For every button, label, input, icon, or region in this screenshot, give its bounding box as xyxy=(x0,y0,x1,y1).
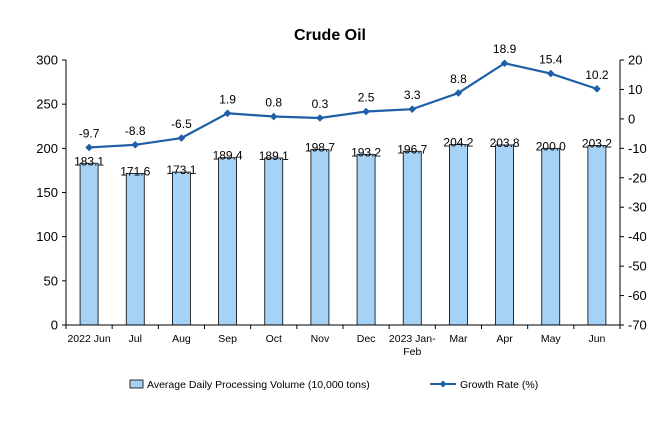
bar-7 xyxy=(402,150,422,326)
right-tick-label-2: -50 xyxy=(628,259,647,274)
right-tick-label-7: 0 xyxy=(628,111,635,126)
growth-rate-label-3: 1.9 xyxy=(219,92,236,106)
bar-label-6: 193.2 xyxy=(351,145,381,159)
left-tick-label-2: 100 xyxy=(36,229,58,244)
bar-label-7: 196.7 xyxy=(397,142,427,156)
growth-rate-label-2: -6.5 xyxy=(171,117,192,131)
bar-3 xyxy=(218,157,237,326)
bar-label-1: 171.6 xyxy=(120,164,150,178)
growth-rate-point-9 xyxy=(500,59,509,68)
right-tick-label-0: -70 xyxy=(628,318,647,333)
bar-series xyxy=(79,144,607,326)
bar-label-2: 173.1 xyxy=(166,163,196,177)
bar-10 xyxy=(541,147,561,326)
axes: 050100150200250300-70-60-50-40-30-20-100… xyxy=(36,53,647,359)
legend-swatch-bar xyxy=(129,379,144,389)
bar-4 xyxy=(264,157,284,326)
bar-9 xyxy=(495,144,514,326)
right-tick-label-5: -20 xyxy=(628,170,647,185)
x-tick-label-9: Apr xyxy=(496,333,513,345)
data-labels: -9.7 -8.8 -6.5 1.9 0.8 0.3 2.5 3.3 8.8 18.9 15.4 10… xyxy=(74,42,612,178)
bar-2 xyxy=(172,171,191,326)
right-tick-label-4: -30 xyxy=(628,200,647,215)
growth-rate-label-5: 0.3 xyxy=(312,97,329,111)
x-tick-label-7: 2023 Jan-Feb xyxy=(389,333,436,358)
growth-rate-label-4: 0.8 xyxy=(265,96,282,110)
growth-rate-point-1 xyxy=(131,141,140,149)
bar-label-9: 203.8 xyxy=(490,136,520,150)
growth-rate-label-6: 2.5 xyxy=(358,91,375,105)
bar-0 xyxy=(79,162,99,326)
left-tick-label-0: 0 xyxy=(51,318,58,333)
left-tick-label-4: 200 xyxy=(36,141,58,156)
line-series xyxy=(85,59,601,152)
growth-rate-line xyxy=(89,62,598,149)
bar-1 xyxy=(125,173,145,326)
legend-label-bar: Average Daily Processing Volume (10,000 … xyxy=(147,379,370,391)
x-tick-label-3: Sep xyxy=(218,333,237,345)
growth-rate-point-5 xyxy=(316,114,324,122)
growth-rate-point-4 xyxy=(269,112,278,121)
x-tick-label-0: 2022 Jun xyxy=(67,333,110,345)
growth-rate-label-8: 8.8 xyxy=(450,72,467,86)
growth-rate-label-9: 18.9 xyxy=(493,42,517,56)
bar-8 xyxy=(449,144,468,326)
x-tick-label-2: Aug xyxy=(172,333,191,345)
right-tick-label-1: -60 xyxy=(628,288,647,303)
x-tick-label-10: May xyxy=(541,333,562,345)
growth-rate-label-11: 10.2 xyxy=(585,68,609,82)
legend: Average Daily Processing Volume (10,000 … xyxy=(129,379,538,391)
growth-rate-label-1: -8.8 xyxy=(125,124,146,138)
bar-label-0: 183.1 xyxy=(74,154,104,168)
growth-rate-point-11 xyxy=(593,85,601,93)
legend-label-line: Growth Rate (%) xyxy=(460,379,538,391)
right-tick-label-3: -40 xyxy=(628,229,647,244)
growth-rate-point-10 xyxy=(546,69,555,78)
x-tick-label-6: Dec xyxy=(357,333,376,345)
bar-11 xyxy=(587,145,607,326)
x-tick-label-8: Mar xyxy=(449,333,468,345)
left-tick-label-6: 300 xyxy=(36,53,58,68)
growth-rate-label-0: -9.7 xyxy=(79,126,100,140)
bar-label-4: 189.1 xyxy=(259,149,289,163)
bar-label-11: 203.2 xyxy=(582,137,612,151)
x-tick-label-11: Jun xyxy=(588,333,605,345)
bar-5 xyxy=(310,149,330,326)
x-tick-label-4: Oct xyxy=(266,333,282,345)
x-tick-label-1: Jul xyxy=(129,333,142,345)
bar-6 xyxy=(356,153,376,326)
legend-swatch-marker xyxy=(439,380,447,388)
chart-title: Crude Oil xyxy=(294,27,366,44)
right-tick-label-8: 10 xyxy=(628,82,642,97)
growth-rate-point-0 xyxy=(85,143,93,152)
x-tick-label-5: Nov xyxy=(311,333,330,345)
growth-rate-point-2 xyxy=(177,134,186,142)
growth-rate-point-8 xyxy=(454,89,463,97)
bar-label-10: 200.0 xyxy=(536,139,566,153)
growth-rate-point-3 xyxy=(223,109,232,118)
growth-rate-label-10: 15.4 xyxy=(539,53,563,67)
left-tick-label-1: 50 xyxy=(44,273,58,288)
growth-rate-label-7: 3.3 xyxy=(404,88,421,102)
left-tick-label-3: 150 xyxy=(36,185,58,200)
bar-label-8: 204.2 xyxy=(443,136,473,150)
growth-rate-point-7 xyxy=(408,105,417,113)
right-tick-label-9: 20 xyxy=(628,53,642,68)
growth-rate-point-6 xyxy=(362,107,370,116)
bar-label-3: 189.4 xyxy=(213,149,243,163)
bar-label-5: 198.7 xyxy=(305,140,335,154)
right-tick-label-6: -10 xyxy=(628,141,647,156)
left-tick-label-5: 250 xyxy=(36,97,58,112)
